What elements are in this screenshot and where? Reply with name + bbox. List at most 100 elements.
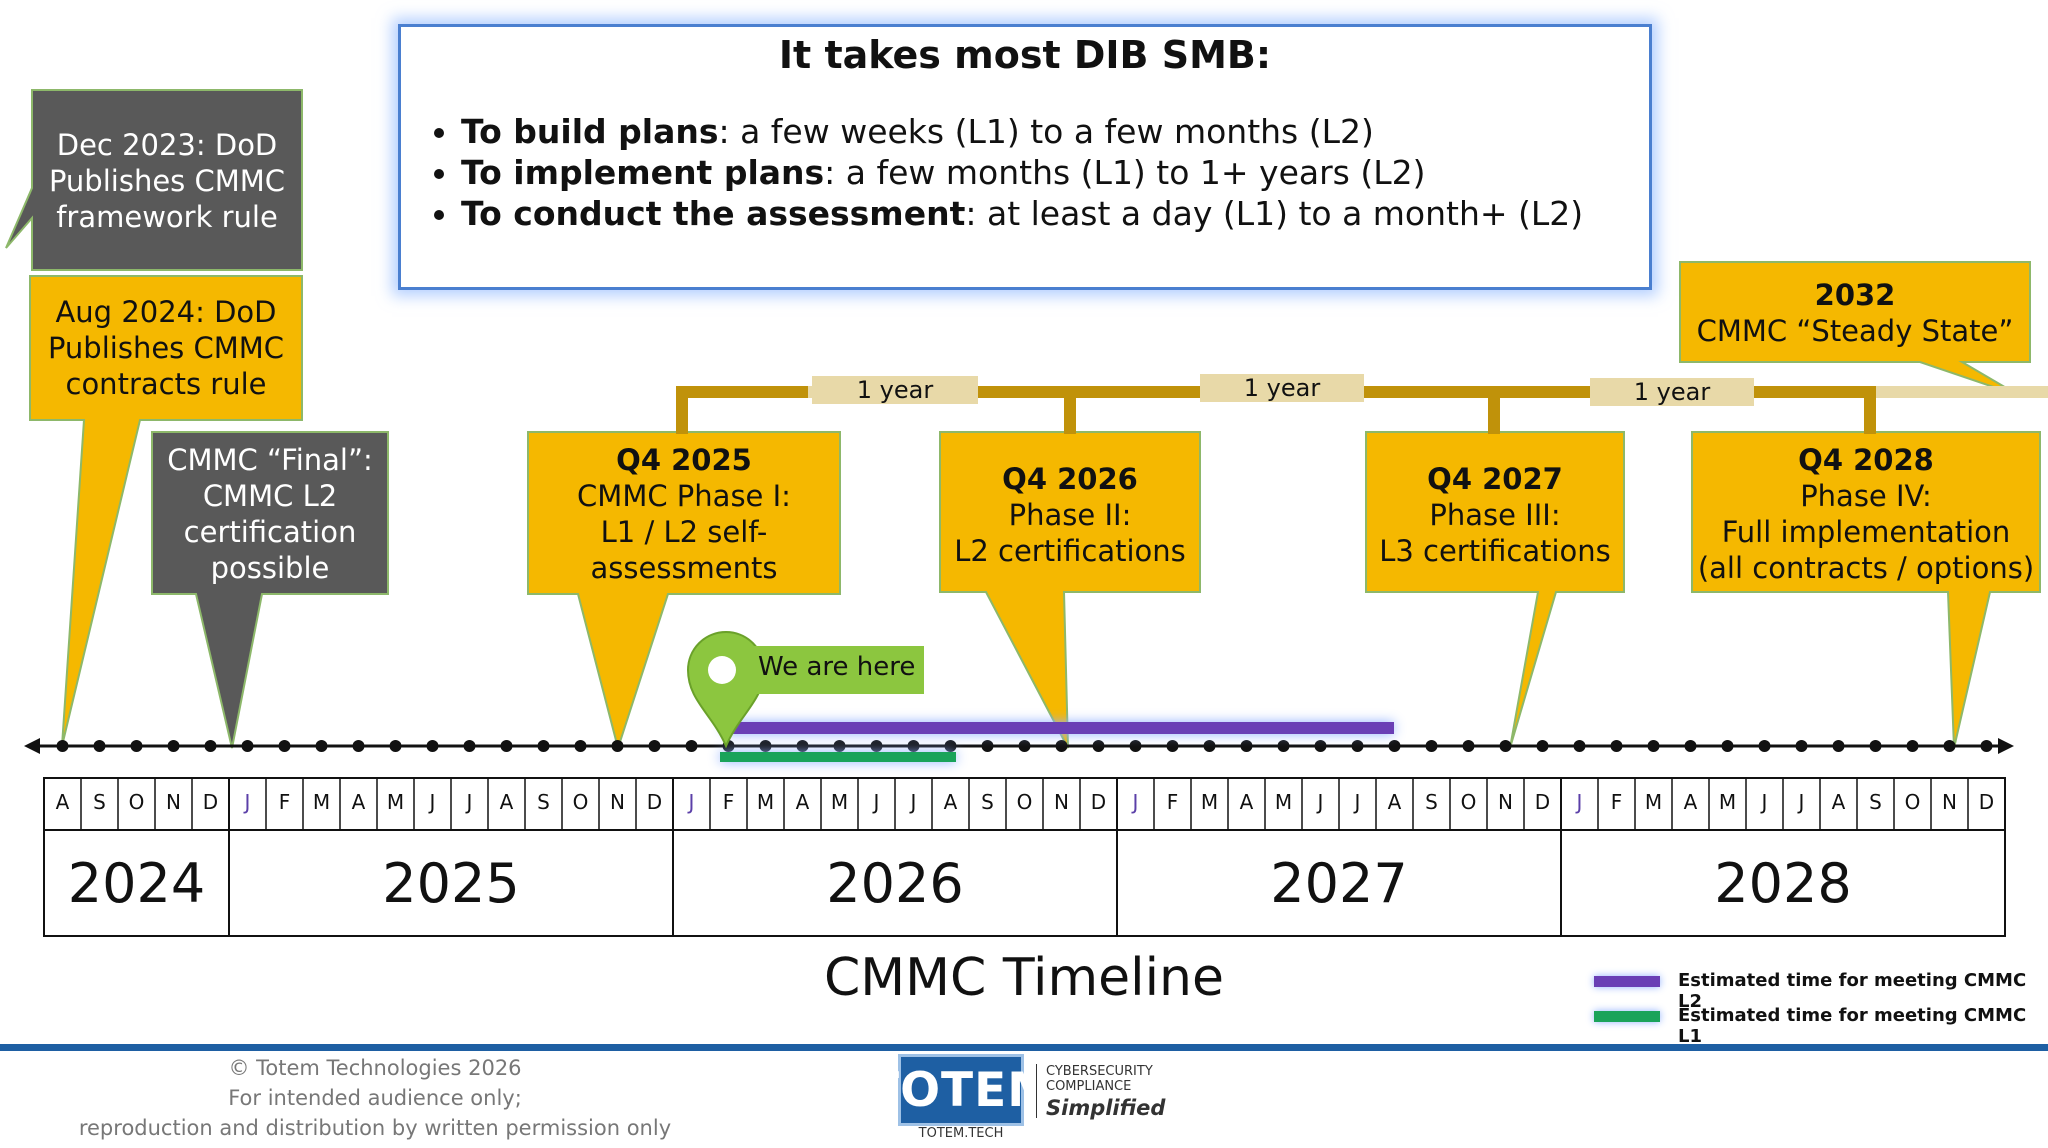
year-gap-label-2: 1 year	[1200, 374, 1364, 402]
legend-l2-swatch	[1594, 976, 1660, 987]
axis-dot	[1166, 740, 1179, 752]
month-cell: M	[830, 790, 849, 814]
axis-dot	[130, 740, 143, 752]
callout-q4-2028-line3: (all contracts / options)	[1697, 551, 2035, 585]
axis-dot	[56, 740, 69, 752]
callout-dec2023-line1: Dec 2023: DoD	[56, 128, 278, 162]
axis-dot	[463, 740, 476, 752]
bullet-build-plans-bold: To build plans	[461, 112, 719, 151]
info-box: It takes most DIB SMB: To build plans : a…	[398, 24, 1652, 290]
axis-dot	[944, 740, 957, 752]
month-cell: J	[1576, 790, 1583, 814]
callout-steady-shape	[1679, 261, 2031, 397]
we-are-here-bg	[740, 646, 924, 694]
bullet-conduct-assessment: To conduct the assessment: at least a da…	[461, 193, 1583, 234]
axis-dot	[685, 740, 698, 752]
month-cell: D	[202, 790, 219, 814]
axis-dot	[500, 740, 513, 752]
axis-dot	[1832, 740, 1845, 752]
month-cell: A	[1239, 790, 1254, 814]
callout-q4-2027-text: Q4 2027 Phase III: L3 certifications	[1366, 450, 1624, 580]
legend-l1-label: Estimated time for meeting CMMC L1	[1678, 1005, 2027, 1047]
month-cell: N	[1054, 790, 1069, 814]
axis-dot	[1721, 740, 1734, 752]
axis-dot	[574, 740, 587, 752]
callout-q4-2026-shape	[939, 431, 1201, 749]
l1-estimate-bar	[720, 752, 956, 762]
axis-dot	[1647, 740, 1660, 752]
logo-tagline-line1: CYBERSECURITY	[1046, 1064, 1153, 1079]
month-cell: J	[873, 790, 880, 814]
axis-dot	[1240, 740, 1253, 752]
month-cell: O	[1016, 790, 1033, 814]
callout-steady-text: 2032 CMMC “Steady State”	[1680, 270, 2030, 356]
month-cell: A	[351, 790, 366, 814]
month-cell: F	[1610, 790, 1623, 814]
footer-rule	[0, 1044, 2048, 1051]
logo-tagline-simplified: Simplified	[1046, 1096, 1166, 1120]
callout-steady-line1: CMMC “Steady State”	[1696, 314, 2014, 348]
axis-dot	[1092, 740, 1105, 752]
callout-q4-2028-text: Q4 2028 Phase IV: Full implementation (a…	[1692, 436, 2040, 592]
axis-dot	[611, 740, 624, 752]
totem-logo: TOTEM	[867, 1054, 1054, 1126]
month-cell: F	[278, 790, 291, 814]
callout-q4-2027-line2: L3 certifications	[1379, 534, 1611, 568]
info-box-title: It takes most DIB SMB:	[778, 33, 1272, 77]
axis-dot	[1018, 740, 1031, 752]
axis-dot	[537, 740, 550, 752]
axis-dot	[1943, 740, 1956, 752]
month-cell: A	[943, 790, 958, 814]
month-cell: J	[1132, 790, 1139, 814]
axis-dot	[1980, 740, 1993, 752]
axis-dot	[1055, 740, 1068, 752]
callout-dec2023-text: Dec 2023: DoD Publishes CMMC framework r…	[32, 116, 302, 246]
callout-q4-2026-text: Q4 2026 Phase II: L2 certifications	[940, 450, 1200, 580]
logo-tagline-line2: COMPLIANCE	[1046, 1079, 1132, 1094]
axis-dot	[389, 740, 402, 752]
bullet-implement-plans: To implement plans: a few months (L1) to…	[461, 152, 1583, 193]
month-cell: O	[1460, 790, 1477, 814]
month-grid	[43, 777, 2006, 937]
callout-final-line1: CMMC “Final”:	[167, 443, 373, 477]
callout-dec2023-line3: framework rule	[56, 200, 278, 234]
month-cell: M	[386, 790, 405, 814]
month-cell: A	[1683, 790, 1698, 814]
logo-url: TOTEM.TECH	[918, 1126, 1004, 1141]
month-cell: F	[1166, 790, 1179, 814]
month-cell: M	[756, 790, 775, 814]
month-cell: A	[1831, 790, 1846, 814]
bullet-conduct-assessment-text: : at least a day (L1) to a month+ (L2)	[965, 194, 1584, 233]
location-pin-hole	[708, 656, 736, 684]
callout-q4-2025-title: Q4 2025	[616, 443, 752, 477]
logo-tagline: CYBERSECURITY COMPLIANCE	[1046, 1064, 1153, 1094]
month-cell: J	[1317, 790, 1324, 814]
callout-final-line4: possible	[210, 551, 330, 585]
month-cell: F	[722, 790, 735, 814]
axis-dot	[1684, 740, 1697, 752]
legend-l2-label: Estimated time for meeting CMMC L2	[1678, 970, 2027, 1012]
year-cell: 2026	[826, 852, 964, 915]
month-cell: J	[429, 790, 436, 814]
callout-dec2023-shape	[5, 89, 303, 271]
axis-dot	[241, 740, 254, 752]
axis-dot	[315, 740, 328, 752]
month-cell: M	[1644, 790, 1663, 814]
month-cell: O	[1904, 790, 1921, 814]
callout-q4-2027-line1: Phase III:	[1429, 498, 1561, 532]
axis-dot	[648, 740, 661, 752]
axis-dot	[1573, 740, 1586, 752]
callout-q4-2027-shape	[1365, 431, 1625, 749]
axis-dot	[1758, 740, 1771, 752]
axis-dot	[1277, 740, 1290, 752]
timeline-grid-frame	[43, 777, 2006, 937]
month-cell: D	[1978, 790, 1995, 814]
axis-dot	[1906, 740, 1919, 752]
month-cell: J	[466, 790, 473, 814]
month-cell: J	[244, 790, 251, 814]
callout-q4-2026-line1: Phase II:	[1008, 498, 1132, 532]
month-cell: J	[1798, 790, 1805, 814]
axis-dot	[907, 740, 920, 752]
month-cell: S	[93, 790, 106, 814]
callout-q4-2025-line2: L1 / L2 self-	[600, 515, 768, 549]
